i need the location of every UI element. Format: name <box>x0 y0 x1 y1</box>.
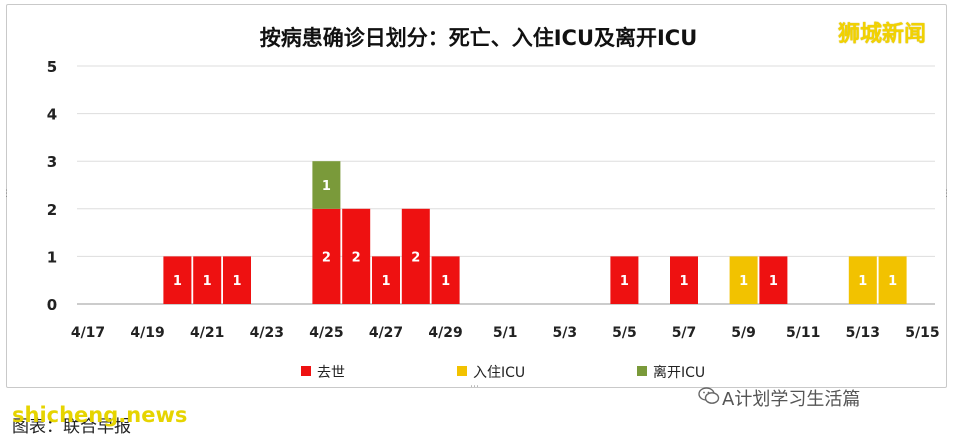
legend-swatch-died <box>301 366 311 376</box>
bar-icu-out <box>312 161 341 209</box>
x-tick-label: 5/13 <box>846 325 880 341</box>
bar-died <box>312 208 341 304</box>
bar-icu-in <box>729 256 758 304</box>
legend-label-icu-out: 离开ICU <box>653 365 706 381</box>
bar-died <box>401 208 430 304</box>
data-label: 1 <box>441 274 450 289</box>
data-label: 1 <box>888 274 897 289</box>
x-tick-label: 4/27 <box>369 325 403 341</box>
x-tick-label: 5/1 <box>493 325 518 341</box>
data-label: 2 <box>411 250 420 265</box>
bar-icu-in <box>878 256 907 304</box>
bar-died <box>193 256 222 304</box>
x-tick-label: 4/17 <box>71 325 105 341</box>
bar-died <box>163 256 192 304</box>
data-label: 2 <box>322 250 331 265</box>
chart-frame <box>6 4 947 388</box>
x-tick-label: 5/15 <box>905 325 939 341</box>
bar-died <box>372 256 400 304</box>
resize-handle-bottom-icon[interactable]: ⋯ <box>470 382 479 392</box>
x-tick-label: 4/25 <box>309 325 343 341</box>
data-label: 1 <box>679 274 688 289</box>
y-tick-label: 4 <box>47 106 57 124</box>
data-label: 1 <box>620 274 629 289</box>
bar-died <box>342 208 371 304</box>
bar-died <box>670 256 698 304</box>
x-tick-label: 4/19 <box>130 325 164 341</box>
data-label: 1 <box>739 274 748 289</box>
brand-logo-text: 狮城新闻 <box>838 22 927 47</box>
x-tick-label: 5/5 <box>612 325 637 341</box>
x-tick-label: 4/21 <box>190 325 224 341</box>
wechat-icon <box>698 387 720 404</box>
x-tick-label: 4/29 <box>428 325 462 341</box>
bar-died <box>431 256 460 304</box>
bar-died <box>223 256 251 304</box>
legend-swatch-icu-in <box>457 366 467 376</box>
bar-died <box>610 256 639 304</box>
y-tick-label: 0 <box>47 296 57 314</box>
resize-handle-left-icon[interactable]: ⋮ <box>2 189 11 199</box>
data-label: 1 <box>232 274 241 289</box>
y-tick-label: 1 <box>47 248 57 266</box>
x-tick-label: 5/3 <box>552 325 577 341</box>
data-label: 1 <box>173 274 182 289</box>
legend-label-died: 去世 <box>317 365 345 381</box>
legend-label-icu-in: 入住ICU <box>473 365 526 381</box>
y-tick-label: 2 <box>47 201 57 219</box>
data-label: 1 <box>203 274 212 289</box>
data-label: 2 <box>352 250 361 265</box>
wechat-account-name: A计划学习生活篇 <box>722 389 861 410</box>
data-label: 1 <box>381 274 390 289</box>
data-label: 1 <box>858 274 867 289</box>
bar-icu-in <box>848 256 877 304</box>
data-label: 1 <box>322 179 331 194</box>
site-watermark: shicheng.news <box>12 403 188 427</box>
data-label: 1 <box>769 274 778 289</box>
bar-died <box>759 256 788 304</box>
x-tick-label: 5/11 <box>786 325 820 341</box>
chart-title: 按病患确诊日划分：死亡、入住ICU及离开ICU <box>259 26 698 50</box>
chart-source: 图表：联合早报 <box>12 417 131 437</box>
x-tick-label: 5/9 <box>731 325 756 341</box>
legend-swatch-icu-out <box>637 366 647 376</box>
y-tick-label: 3 <box>47 153 57 171</box>
x-tick-label: 5/7 <box>672 325 697 341</box>
y-tick-label: 5 <box>47 58 57 76</box>
x-tick-label: 4/23 <box>250 325 284 341</box>
resize-handle-right-icon[interactable]: ⋮ <box>942 189 951 199</box>
